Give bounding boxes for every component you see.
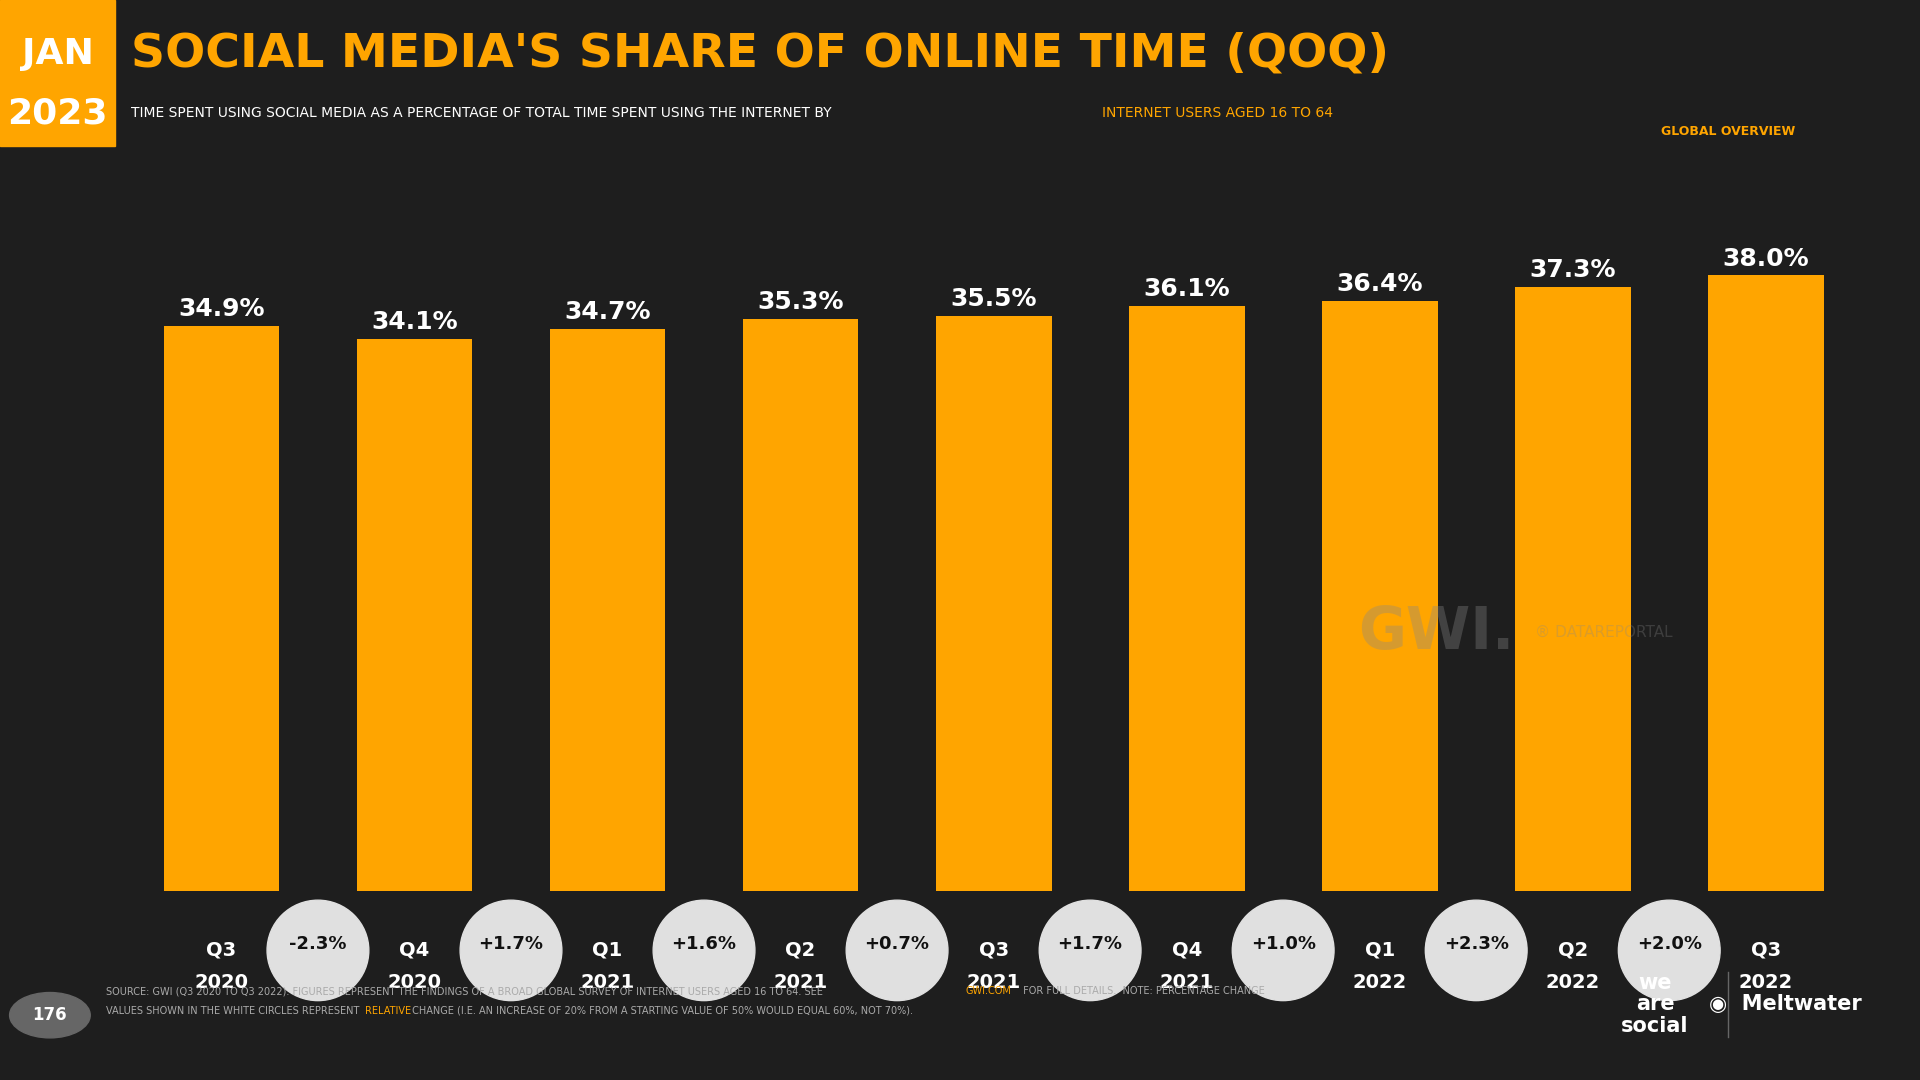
Text: JAN: JAN — [21, 37, 94, 71]
Text: 2020: 2020 — [194, 973, 248, 993]
Text: 37.3%: 37.3% — [1530, 258, 1617, 282]
Text: Q3: Q3 — [979, 941, 1008, 960]
Text: ◉  Meltwater: ◉ Meltwater — [1709, 995, 1862, 1014]
Text: 35.5%: 35.5% — [950, 287, 1037, 311]
Text: GWI.: GWI. — [1357, 604, 1515, 661]
Text: Q3: Q3 — [205, 941, 236, 960]
Text: 35.3%: 35.3% — [756, 291, 843, 314]
Text: 176: 176 — [33, 1007, 67, 1024]
Text: +2.3%: +2.3% — [1444, 935, 1509, 953]
Text: 2022: 2022 — [1352, 973, 1407, 993]
Text: 2023: 2023 — [8, 96, 108, 131]
Text: Q4: Q4 — [399, 941, 430, 960]
Text: 34.1%: 34.1% — [371, 310, 457, 334]
Bar — [1709, 275, 1824, 891]
Text: 2021: 2021 — [580, 973, 636, 993]
Text: +1.0%: +1.0% — [1250, 935, 1315, 953]
Text: +1.7%: +1.7% — [478, 935, 543, 953]
Text: +2.0%: +2.0% — [1636, 935, 1701, 953]
Text: 2022: 2022 — [1546, 973, 1599, 993]
Text: 36.4%: 36.4% — [1336, 272, 1423, 297]
Text: +1.6%: +1.6% — [672, 935, 737, 953]
Text: 34.9%: 34.9% — [179, 297, 265, 321]
Text: ® DATAREPORTAL: ® DATAREPORTAL — [1536, 625, 1672, 640]
Text: Q4: Q4 — [1171, 941, 1202, 960]
Text: TIME SPENT USING SOCIAL MEDIA AS A PERCENTAGE OF TOTAL TIME SPENT USING THE INTE: TIME SPENT USING SOCIAL MEDIA AS A PERCE… — [131, 107, 835, 120]
Text: 34.7%: 34.7% — [564, 300, 651, 324]
Text: Q2: Q2 — [785, 941, 816, 960]
Text: Q3: Q3 — [1751, 941, 1782, 960]
Bar — [1321, 301, 1438, 891]
Bar — [163, 326, 278, 891]
Text: SOCIAL MEDIA'S SHARE OF ONLINE TIME (QOQ): SOCIAL MEDIA'S SHARE OF ONLINE TIME (QOQ… — [131, 31, 1388, 77]
Text: 2021: 2021 — [1160, 973, 1213, 993]
Bar — [743, 320, 858, 891]
Bar — [935, 315, 1052, 891]
Text: 2022: 2022 — [1740, 973, 1793, 993]
Text: Q1: Q1 — [1365, 941, 1394, 960]
Text: -2.3%: -2.3% — [290, 935, 348, 953]
Text: 2020: 2020 — [388, 973, 442, 993]
Bar — [549, 328, 666, 891]
Text: CHANGE (I.E. AN INCREASE OF 20% FROM A STARTING VALUE OF 50% WOULD EQUAL 60%, NO: CHANGE (I.E. AN INCREASE OF 20% FROM A S… — [409, 1005, 914, 1016]
Text: FOR FULL DETAILS.  NOTE: PERCENTAGE CHANGE: FOR FULL DETAILS. NOTE: PERCENTAGE CHANG… — [1020, 986, 1263, 997]
Text: GWI.COM: GWI.COM — [966, 986, 1012, 997]
Text: SOURCE: GWI (Q3 2020 TO Q3 2022). FIGURES REPRESENT THE FINDINGS OF A BROAD GLOB: SOURCE: GWI (Q3 2020 TO Q3 2022). FIGURE… — [106, 986, 826, 997]
Text: +1.7%: +1.7% — [1058, 935, 1123, 953]
Bar — [1515, 287, 1630, 891]
Text: 2021: 2021 — [966, 973, 1021, 993]
Bar — [357, 339, 472, 891]
Text: INTERNET USERS AGED 16 TO 64: INTERNET USERS AGED 16 TO 64 — [1102, 107, 1332, 120]
Bar — [1129, 307, 1244, 891]
Text: 2021: 2021 — [774, 973, 828, 993]
Text: GLOBAL OVERVIEW: GLOBAL OVERVIEW — [1661, 125, 1795, 138]
Text: 38.0%: 38.0% — [1722, 246, 1809, 271]
Text: 36.1%: 36.1% — [1142, 278, 1231, 301]
Text: VALUES SHOWN IN THE WHITE CIRCLES REPRESENT: VALUES SHOWN IN THE WHITE CIRCLES REPRES… — [106, 1005, 363, 1016]
Text: Q2: Q2 — [1557, 941, 1588, 960]
Text: we
are
social: we are social — [1620, 973, 1690, 1036]
Text: RELATIVE: RELATIVE — [365, 1005, 411, 1016]
Text: +0.7%: +0.7% — [864, 935, 929, 953]
Text: Q1: Q1 — [593, 941, 622, 960]
